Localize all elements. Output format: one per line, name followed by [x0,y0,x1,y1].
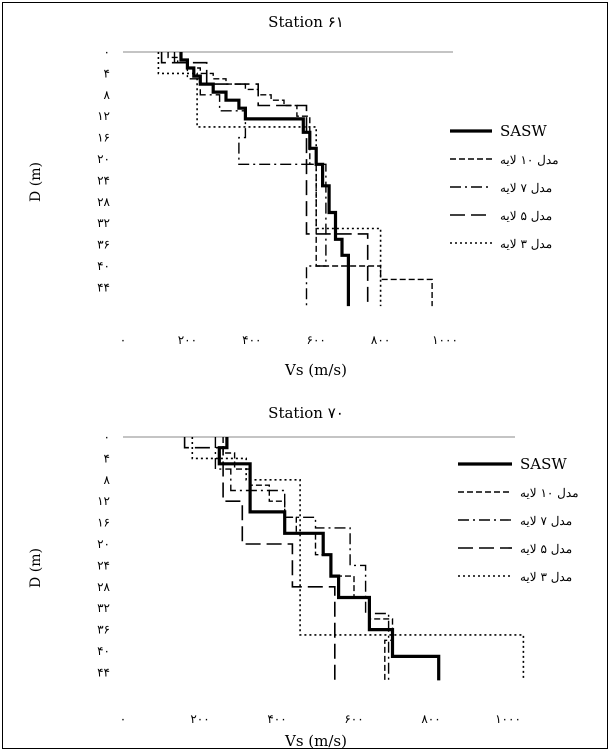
y-tick-label: ۸ [104,473,111,487]
series-line-0 [179,52,350,307]
x-tick-label: ۴۰۰ [242,333,261,347]
x-tick-label: ۸۰۰ [371,333,390,347]
y-tick-label: ۱۶ [97,516,110,530]
y-tick-label: ۴۴ [97,280,110,294]
legend-label-1: مدل ۱۰ لایه [500,153,559,167]
axes: ۰ ۴ ۸ ۱۲ ۱۶ ۲۰ ۲۴ ۲۸ ۳۲ ۳۶ ۴۰ ۴۴ ۰ ۲۰۰ ۴۰۰ ۶۰۰ ۸۰۰ ۱۰۰۰ [97,430,521,726]
chart-station-70: Station ۷۰ D (m) Vs (m/s) ۰ ۴ ۸ ۱۲ ۱۶ ۲۰ ۲۴ ۲۸ ۳… [28,404,579,750]
legend: SASW مدل ۱۰ لایه مدل ۷ لایه مدل ۵ لایه مدل ۳… [450,122,559,251]
series-line-4 [191,437,525,681]
y-axis-label: D (m) [28,548,44,588]
legend-label-2: مدل ۷ لایه [500,181,552,195]
y-tick-label: ۴ [104,451,110,465]
legend: SASW مدل ۱۰ لایه مدل ۷ لایه مدل ۵ لایه مدل ۳… [458,455,579,584]
y-tick-label: ۲۰ [97,537,110,551]
y-axis-label: D (m) [28,162,44,202]
x-tick-label: ۰ [120,712,126,726]
x-tick-label: ۴۰۰ [267,712,286,726]
series-line-2 [173,52,327,307]
y-tick-label: ۳۲ [97,216,110,230]
y-tick-label: ۳۶ [97,623,110,637]
axes: ۰ ۴ ۸ ۱۲ ۱۶ ۲۰ ۲۴ ۲۸ ۳۲ ۳۶ ۴۰ ۴۴ ۰ ۲۰۰ ۴۰۰ ۶۰۰ ۸۰۰ ۱۰۰۰ [97,45,458,347]
x-tick-label: ۶۰۰ [307,333,326,347]
series-line-3 [183,437,336,681]
y-tick-label: ۱۶ [97,131,110,145]
series-line-2 [214,437,390,681]
y-tick-label: ۳۲ [97,601,110,615]
chart-station-61: Station ۶۱ D (m) Vs (m/s) ۰ ۴ ۸ ۱۲ ۱۶ ۲۰ ۲۴ ۲۸ ۳… [28,13,559,379]
x-tick-label: ۶۰۰ [344,712,363,726]
y-tick-label: ۰ [104,430,110,444]
y-tick-label: ۴۴ [97,665,110,679]
y-tick-label: ۱۲ [97,494,110,508]
x-tick-label: ۲۰۰ [190,712,209,726]
y-tick-label: ۸ [104,88,111,102]
legend-label-1: مدل ۱۰ لایه [520,486,579,500]
series-group [183,437,525,681]
series-group [157,52,433,307]
y-tick-label: ۲۴ [97,558,110,572]
series-line-1 [222,437,394,681]
legend-label-3: مدل ۵ لایه [500,209,552,223]
series-line-1 [167,52,433,307]
y-tick-label: ۴۰ [97,259,110,273]
y-tick-label: ۲۴ [97,173,110,187]
x-tick-label: ۸۰۰ [421,712,440,726]
y-tick-label: ۴۰ [97,644,110,658]
series-line-3 [160,52,369,307]
x-tick-label: ۱۰۰۰ [495,712,521,726]
x-tick-label: ۱۰۰۰ [432,333,458,347]
y-tick-label: ۲۰ [97,152,110,166]
legend-label-2: مدل ۷ لایه [520,514,572,528]
legend-label-0: SASW [520,455,567,473]
y-tick-label: ۲۸ [97,580,110,594]
legend-label-3: مدل ۵ لایه [520,542,572,556]
x-tick-label: ۰ [120,333,126,347]
y-tick-label: ۳۶ [97,238,110,252]
y-tick-label: ۲۸ [97,195,110,209]
x-axis-label: Vs (m/s) [284,361,347,379]
x-axis-label: Vs (m/s) [284,732,347,750]
legend-label-4: مدل ۳ لایه [520,570,572,584]
legend-label-0: SASW [500,122,547,140]
x-tick-label: ۲۰۰ [178,333,197,347]
y-tick-label: ۱۲ [97,109,110,123]
chart-title: Station ۷۰ [268,404,344,422]
legend-label-4: مدل ۳ لایه [500,237,552,251]
y-tick-label: ۰ [104,45,110,59]
y-tick-label: ۴ [104,66,110,80]
series-line-0 [217,437,441,681]
chart-title: Station ۶۱ [268,13,344,31]
